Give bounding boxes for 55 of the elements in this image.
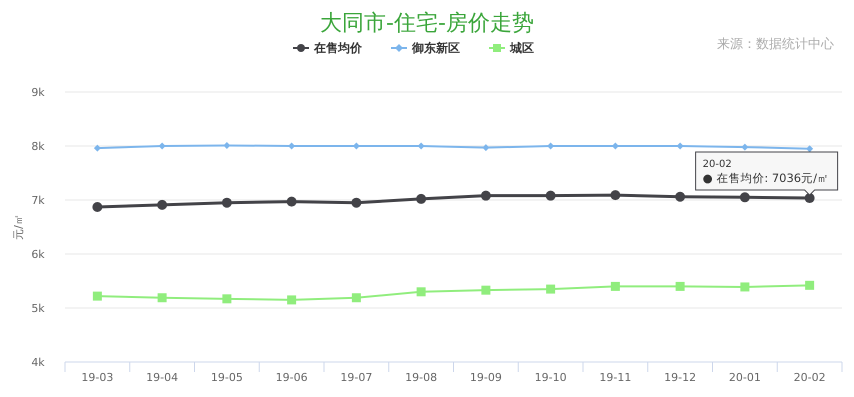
x-tick-label: 19-11 — [599, 371, 632, 384]
point — [546, 190, 556, 201]
point — [157, 200, 168, 210]
point — [352, 293, 361, 302]
point — [546, 284, 556, 294]
x-tick-label: 19-12 — [664, 371, 696, 384]
x-tick-label: 20-01 — [728, 371, 761, 384]
point — [92, 292, 102, 301]
legend-label: 御东新区 — [411, 41, 460, 55]
legend-label: 城区 — [509, 41, 534, 55]
point — [610, 282, 620, 291]
y-tick-label: 5k — [31, 302, 46, 315]
point — [418, 142, 425, 150]
point — [806, 145, 814, 152]
y-tick-label: 9k — [31, 86, 46, 99]
y-tick-label: 7k — [31, 194, 46, 207]
point — [805, 280, 814, 290]
point — [92, 202, 102, 212]
point — [482, 144, 490, 152]
chart-title: 大同市-住宅-房价走势 — [320, 11, 534, 36]
legend-label: 在售均价 — [313, 41, 363, 55]
point — [676, 282, 685, 291]
point — [741, 144, 748, 151]
y-axis-title: 元/㎡ — [12, 214, 25, 240]
point — [480, 190, 491, 201]
point — [676, 142, 684, 150]
x-tick-label: 19-04 — [146, 371, 178, 384]
point — [287, 295, 296, 304]
x-tick-label: 20-02 — [794, 371, 826, 384]
x-tick-label: 19-10 — [534, 371, 567, 384]
x-tick-label: 19-05 — [210, 371, 243, 384]
point — [740, 192, 750, 202]
point — [481, 286, 490, 295]
point — [804, 193, 815, 204]
point — [675, 192, 686, 202]
x-tick-label: 19-09 — [470, 371, 502, 384]
point — [416, 287, 426, 296]
annotation: 20-02 ● 在售均价: 7036元/㎡ — [702, 159, 829, 186]
point — [222, 294, 232, 304]
point — [222, 198, 232, 208]
y-tick-label: 8k — [31, 140, 46, 153]
point — [351, 198, 362, 208]
y-tick-label: 4k — [31, 356, 46, 369]
y-tick-label: 6k — [31, 248, 46, 261]
source-note: 来源：数据统计中心 — [717, 36, 834, 52]
point — [94, 144, 101, 152]
x-tick-label: 19-08 — [405, 371, 438, 384]
point — [416, 194, 426, 204]
point — [610, 190, 620, 200]
x-tick-label: 19-03 — [81, 371, 114, 384]
point — [286, 196, 297, 207]
x-tick-label: 19-06 — [276, 371, 308, 384]
x-tick-label: 19-07 — [340, 371, 372, 384]
point — [158, 293, 167, 302]
point — [740, 282, 750, 292]
